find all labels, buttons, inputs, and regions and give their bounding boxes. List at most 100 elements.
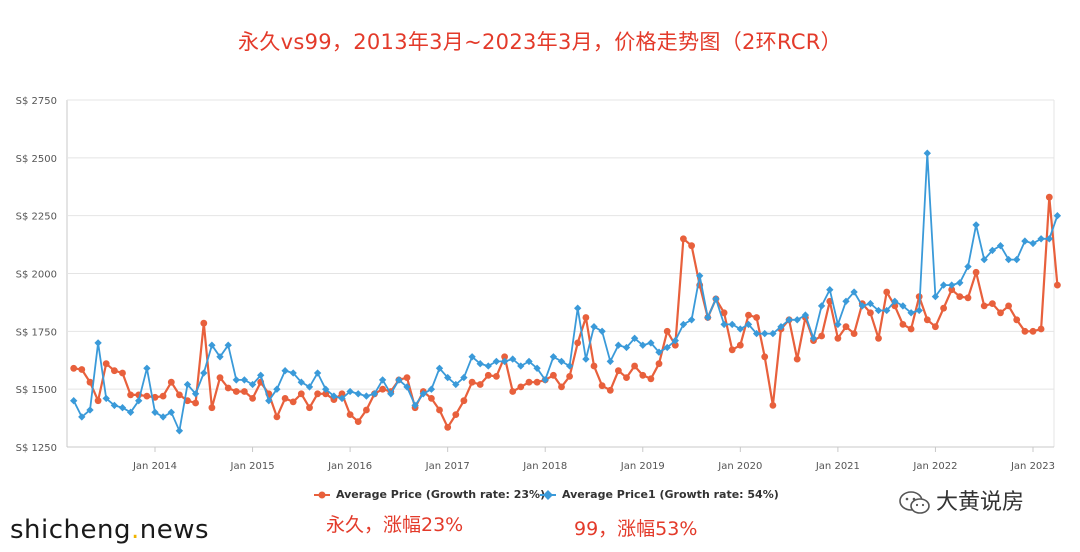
data-point-a [249,395,256,402]
data-point-b [582,355,590,363]
data-point-b [679,320,688,329]
data-point-b [663,343,671,352]
data-point-b [411,401,419,410]
legend-item-average-price[interactable]: Average Price (Growth rate: 23%) [314,488,545,501]
data-point-a [574,339,582,347]
data-point-b [484,362,492,370]
data-point-a [501,353,508,361]
data-point-b [858,302,866,310]
data-point-a [769,402,777,409]
data-point-a [940,304,947,312]
data-point-b [200,369,208,377]
legend-label: Average Price (Growth rate: 23%) [336,488,546,501]
data-point-a [989,300,996,307]
data-point-b [923,149,931,157]
series-layer [70,149,1062,435]
data-point-b [257,371,265,379]
data-point-b [70,397,78,405]
data-point-a [1054,281,1061,289]
data-point-b [809,334,818,342]
data-point-b [322,385,330,393]
data-point-b [492,357,501,366]
data-point-b [444,373,452,382]
data-point-b [175,427,184,435]
data-point-b [500,357,509,366]
data-point-a [980,302,988,310]
data-point-b [834,320,842,329]
data-point-b [956,279,964,287]
data-point-b [102,394,110,403]
data-point-a [932,323,939,331]
data-point-b [712,295,720,303]
data-point-b [167,408,175,416]
data-point-b [1004,255,1013,264]
data-point-a [582,314,590,321]
data-point-a [159,392,167,400]
data-point-a [200,319,208,327]
data-point-b [639,341,647,349]
data-point-b [224,341,232,349]
data-point-a [907,325,915,333]
data-point-a [923,316,931,324]
x-axis: Jan 2014 Jan 2015 Jan 2016 Jan 2017 Jan 2018… [132,447,1055,472]
data-point-b [273,385,281,393]
legend-marker-orange [314,491,330,499]
x-tick-label: Jan 2021 [815,461,860,472]
data-point-b [354,390,362,398]
x-tick-label: Jan 2022 [912,461,957,472]
data-point-a [517,383,525,391]
data-point-a [273,413,281,421]
x-tick-label: Jan 2014 [132,461,177,472]
data-point-a [720,309,728,317]
data-point-a [590,362,598,370]
data-point-b [769,329,777,338]
data-point-a [1013,316,1021,324]
data-point-b [533,364,541,372]
data-point-a [663,327,671,335]
data-point-b [387,390,395,398]
data-point-b [736,325,744,333]
data-point-a [176,391,183,399]
legend-item-average-price1[interactable]: Average Price1 (Growth rate: 54%) [540,488,779,501]
data-point-a [793,355,801,363]
data-point-a [533,378,541,386]
data-point-b [565,362,574,370]
data-point-b [761,329,769,338]
x-tick-label: Jan 2019 [620,461,665,472]
data-point-b [915,306,923,315]
data-point-a [728,346,736,354]
data-point-b [728,320,736,329]
note-series-a: 永久，涨幅23% [326,514,464,536]
data-point-b [850,288,858,296]
data-point-a [460,397,468,405]
data-point-b [891,297,899,305]
note-series-b: 99，涨幅53% [574,518,698,540]
data-point-b [777,323,785,331]
data-point-a [997,309,1004,317]
data-point-a [875,334,882,342]
data-point-b [265,397,273,405]
data-point-b [744,320,753,329]
x-tick-label: Jan 2018 [522,461,567,472]
data-point-b [1021,237,1029,245]
account-name: 大黄说房 [936,490,1025,515]
data-point-a [403,374,411,381]
data-point-a [972,268,980,276]
data-point-a [623,374,630,381]
data-point-b [541,376,549,384]
site-watermark: shicheng.news [10,515,210,545]
data-point-b [289,369,297,377]
data-point-b [704,313,712,322]
data-point-a [899,321,907,328]
data-point-a [444,423,452,431]
data-point-a [493,373,500,380]
data-point-b [842,297,850,305]
data-point-a [761,353,769,361]
data-point-a [111,367,118,375]
data-point-b [476,360,484,368]
data-point-a [615,367,622,375]
data-point-b [346,387,354,396]
x-tick-label: Jan 2020 [717,461,762,472]
data-point-a [606,386,614,394]
data-point-a [428,395,435,402]
